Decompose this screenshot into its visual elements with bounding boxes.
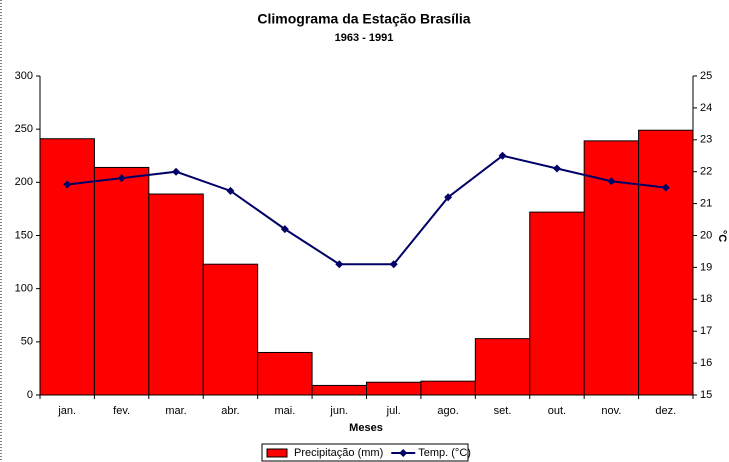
y2-tick-label: 23 bbox=[700, 134, 712, 146]
x-tick-label: ago. bbox=[437, 405, 458, 417]
x-tick-label: mai. bbox=[274, 405, 295, 417]
temperature-marker bbox=[661, 183, 670, 192]
temperature-marker bbox=[607, 177, 616, 186]
bar bbox=[529, 211, 585, 396]
y2-tick-label: 18 bbox=[700, 293, 712, 305]
y-tick-label: 50 bbox=[21, 336, 33, 348]
x-tick-label: dez. bbox=[655, 405, 676, 417]
y-tick-label: 0 bbox=[27, 389, 33, 401]
x-tick-label: set. bbox=[494, 405, 512, 417]
bar bbox=[257, 351, 313, 396]
y-tick-label: 300 bbox=[15, 70, 33, 82]
temperature-marker bbox=[552, 164, 561, 173]
y2-tick-label: 17 bbox=[700, 325, 712, 337]
x-tick-label: fev. bbox=[113, 405, 130, 417]
y2-tick-label: 19 bbox=[700, 261, 712, 273]
chart-title: Climograma da Estação Brasília bbox=[257, 11, 470, 27]
legend-label: Temp. (°C) bbox=[418, 447, 471, 459]
x-tick-label: out. bbox=[548, 405, 566, 417]
y-tick-label: 250 bbox=[15, 123, 33, 135]
y2-tick-label: 20 bbox=[700, 229, 712, 241]
bar bbox=[311, 384, 368, 396]
y2-tick-label: 16 bbox=[700, 357, 712, 369]
temperature-marker bbox=[280, 225, 289, 234]
legend-box bbox=[261, 443, 469, 462]
bar bbox=[39, 138, 95, 396]
x-tick-label: abr. bbox=[221, 405, 239, 417]
chart-subtitle: 1963 - 1991 bbox=[335, 32, 394, 44]
x-tick-label: jun. bbox=[329, 405, 348, 417]
x-tick-label: nov. bbox=[601, 405, 621, 417]
y-tick-label: 150 bbox=[15, 229, 33, 241]
temperature-marker bbox=[498, 151, 507, 160]
y2-tick-label: 21 bbox=[700, 198, 712, 210]
y-tick-label: 200 bbox=[15, 176, 33, 188]
temperature-marker bbox=[444, 193, 453, 202]
bar bbox=[93, 166, 150, 396]
bar bbox=[202, 263, 259, 396]
y2-tick-label: 22 bbox=[700, 166, 712, 178]
legend-label: Precipitação (mm) bbox=[294, 447, 383, 459]
y2-tick-label: 25 bbox=[700, 70, 712, 82]
temperature-marker bbox=[335, 260, 344, 269]
bar bbox=[474, 338, 531, 396]
temperature-marker bbox=[226, 186, 235, 195]
x-tick-label: jan. bbox=[57, 405, 76, 417]
bar bbox=[148, 193, 204, 396]
x-tick-label: jul. bbox=[386, 405, 401, 417]
temperature-marker bbox=[63, 180, 72, 189]
y-tick-label: 100 bbox=[15, 283, 33, 295]
temperature-line bbox=[67, 154, 666, 266]
temperature-marker bbox=[172, 167, 181, 176]
bar bbox=[638, 129, 694, 396]
y2-tick-label: 15 bbox=[700, 389, 712, 401]
temperature-marker bbox=[389, 260, 398, 269]
x-axis-label: Meses bbox=[349, 422, 383, 434]
legend-swatch bbox=[266, 448, 288, 458]
legend-marker bbox=[399, 449, 408, 457]
bar bbox=[366, 381, 422, 396]
x-tick-label: mar. bbox=[165, 405, 186, 417]
y2-tick-label: 24 bbox=[700, 102, 712, 114]
bar bbox=[420, 380, 476, 396]
y2-axis-label: °C bbox=[716, 230, 728, 242]
temperature-marker bbox=[117, 174, 126, 183]
